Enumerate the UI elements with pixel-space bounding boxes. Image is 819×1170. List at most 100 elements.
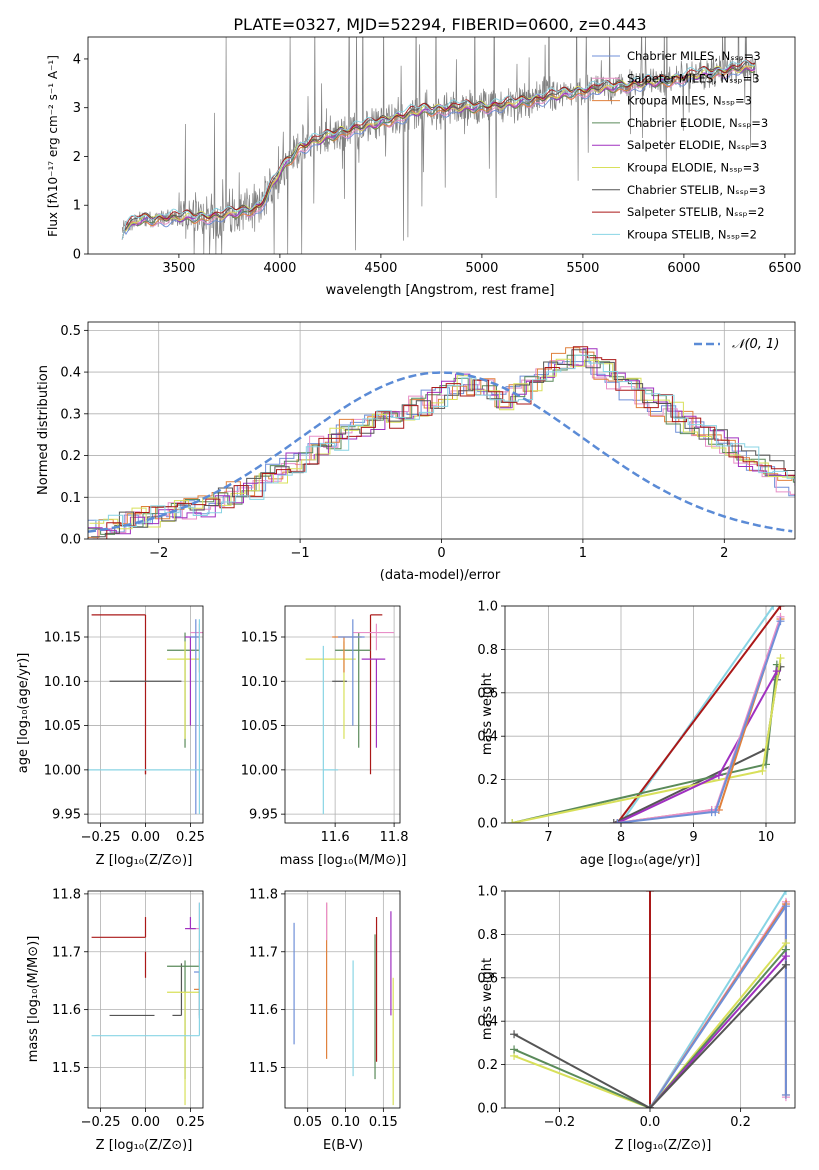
age-mass-xlabel: mass [log₁₀(M/M⊙)] [280,853,407,868]
y-tick-label: 0.5 [60,324,81,339]
plot-content [91,902,201,1106]
x-tick-label: 6500 [768,261,801,276]
residual-histogram-kroupa-elodie [89,358,795,530]
x-tick-label: 1 [579,546,587,561]
y-tick-label: 9.95 [52,808,81,823]
x-tick-label: 0.25 [176,830,205,845]
x-tick-label: 0.0 [640,1115,661,1130]
y-tick-label: 0.3 [60,407,81,422]
massweight-age-xlabel: age [log₁₀(age/yr)] [580,853,701,868]
y-tick-label: 10.10 [241,675,278,690]
y-tick-label: 0.4 [60,366,81,381]
y-tick-label: 1 [73,199,81,214]
y-tick-label: 2 [73,150,81,165]
x-tick-label: 5000 [465,261,498,276]
massweight-age-panel: 7 8 9 10 0.0 0.2 0.4 0.6 0.8 1.0 age [log₁₀(age/y… [477,600,796,868]
y-tick-label: 0.1 [60,491,81,506]
legend-label: Salpeter ELODIE, Nₛₛₚ=3 [627,138,767,152]
model-spectrum-kroupa-stelib [121,59,756,240]
y-tick-label: 4 [73,52,81,67]
age-z-xlabel: Z [log₁₀(Z/Z⊙)] [96,853,193,868]
age-z-panel: −0.25 0.00 0.25 9.95 10.00 10.05 10.10 10.15 Z … [16,605,205,868]
y-tick-label: 11.5 [52,1061,81,1076]
plot-content [508,606,785,823]
massweight-line-chabrier-miles [649,902,787,1108]
y-tick-label: 0.8 [477,643,498,658]
y-tick-label: 0.0 [60,533,81,548]
mass-z-plot-area: −0.25 0.00 0.25 11.5 11.6 11.7 11.8 [52,887,205,1130]
y-tick-label: 10.10 [44,675,81,690]
massweight-line-chabrier-elodie [513,948,787,1108]
x-tick-label: 10 [758,830,775,845]
massweight-marker [769,606,778,610]
y-tick-label: 0.6 [477,686,498,701]
y-tick-label: 11.8 [52,887,81,902]
plot-frame [504,890,796,1109]
gridlines [88,322,795,540]
spectrum-legend: Chabrier MILES, Nₛₛₚ=3 Salpeter MILES, Nₛ… [592,49,768,241]
massweight-marker [772,667,781,676]
model-spectrum-kroupa-elodie [121,64,756,240]
residual-ylabel: Normed distribution [36,365,51,495]
spectrum-xlabel: wavelength [Angstrom, rest frame] [326,283,555,298]
massweight-marker [613,819,622,823]
mass-ebv-xlabel: E(B-V) [323,1138,363,1153]
y-tick-label: 10.00 [44,763,81,778]
y-tick-label: 0.0 [477,1102,498,1117]
x-tick-label: −0.25 [81,1115,121,1130]
x-tick-label: 5500 [566,261,599,276]
x-tick-label: 6000 [667,261,700,276]
x-tick-label: −0.2 [544,1115,576,1130]
massweight-line-kroupa-elodie [513,942,787,1108]
massweight-marker [714,771,723,780]
plot-frame [87,605,204,824]
legend-label: Chabrier STELIB, Nₛₛₚ=3 [627,183,766,197]
plot-frame [87,321,796,540]
y-tick-label: 10.15 [241,631,278,646]
y-tick-label: 0.4 [477,730,498,745]
massweight-marker [776,606,785,610]
plot-content [293,902,394,1106]
observed-spectrum [121,37,757,254]
x-tick-label: 0 [437,546,445,561]
massweight-marker [646,891,654,895]
massweight-line-kroupa-stelib [620,606,775,823]
y-tick-label: 0.2 [477,773,498,788]
massweight-z-ylabel: mass weight [480,958,495,1040]
massweight-marker [510,1030,519,1039]
plot-frame [504,605,796,824]
y-tick-label: 1.0 [477,600,498,615]
massweight-marker [646,1104,654,1108]
y-tick-label: 0.4 [477,1015,498,1030]
x-tick-label: 0.00 [131,830,160,845]
y-tick-label: 1.0 [477,885,498,900]
plot-content [305,614,395,815]
massweight-z-xlabel: Z [log₁₀(Z/Z⊙)] [615,1138,712,1153]
plot-frame [87,890,204,1109]
mass-ebv-panel: 0.05 0.10 0.15 11.5 11.6 11.7 11.8 E(B-V) [249,887,401,1153]
x-tick-label: 8 [617,830,625,845]
massweight-marker [711,808,720,817]
massweight-line-chabrier-stelib [513,964,787,1108]
massweight-marker [781,1090,790,1099]
x-tick-label: 7 [544,830,552,845]
mass-z-panel: −0.25 0.00 0.25 11.5 11.6 11.7 11.8 Z [log₁₀(Z… [26,887,205,1153]
mass-ebv-plot-area: 0.05 0.10 0.15 11.5 11.6 11.7 11.8 [249,887,401,1130]
legend-label: Kroupa STELIB, Nₛₛₚ=2 [627,227,757,241]
massweight-line-salpeter-stelib [616,606,782,823]
x-tick-label: 0.2 [730,1115,751,1130]
x-tick-label: 9 [689,830,697,845]
residual-plot-area: −2 −1 0 1 2 0.0 0.1 0.2 0.3 0.4 0.5 𝒩(0, 1) [60,321,796,561]
x-tick-label: 0.05 [293,1115,322,1130]
y-tick-label: 11.7 [52,945,81,960]
x-tick-label: 0.10 [331,1115,360,1130]
x-tick-label: −0.25 [81,830,121,845]
massweight-marker [510,1045,519,1054]
y-tick-label: 0.0 [477,817,498,832]
gridlines [285,606,400,823]
y-tick-label: 10.15 [44,631,81,646]
plot-content [510,891,790,1108]
x-tick-label: 11.6 [321,830,350,845]
y-tick-label: 10.05 [241,719,278,734]
spectrum-ylabel: Flux [fλ10⁻¹⁷ erg cm⁻² s⁻¹ A⁻¹] [46,55,60,237]
